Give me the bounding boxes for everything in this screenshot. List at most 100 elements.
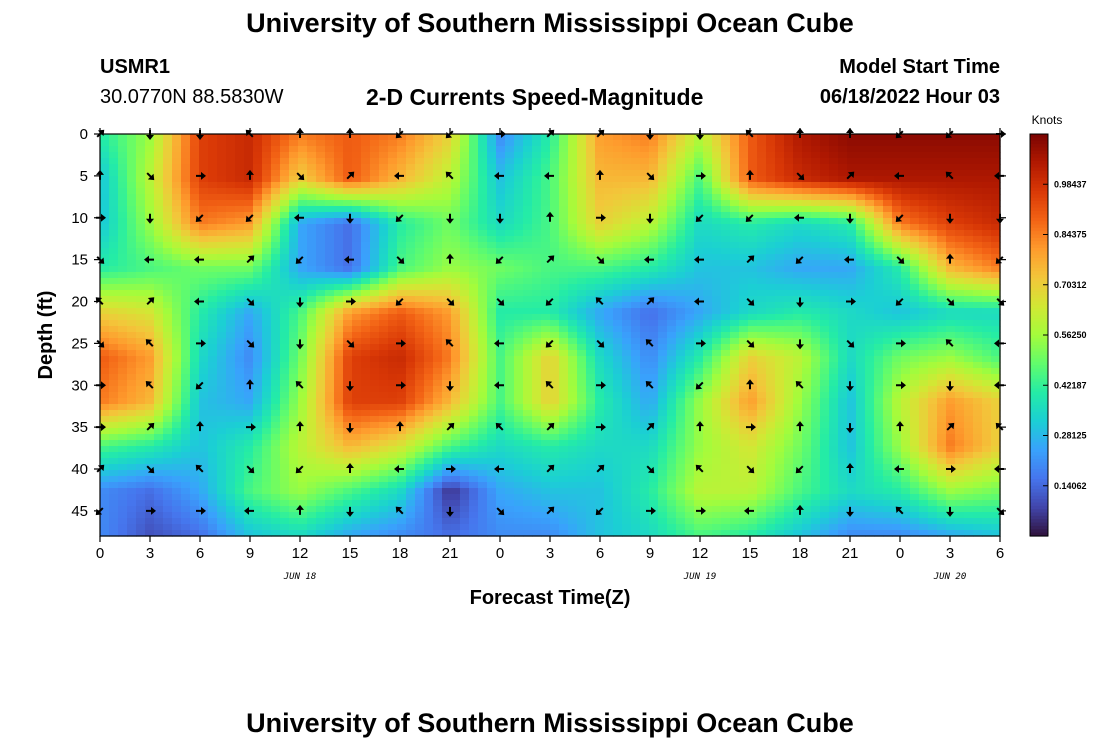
heatmap-cell [721, 380, 731, 387]
heatmap-cell [712, 242, 722, 249]
heatmap-cell [730, 206, 740, 213]
heatmap-cell [316, 356, 326, 363]
heatmap-cell [109, 368, 119, 375]
heatmap-cell [235, 362, 245, 369]
heatmap-cell [802, 410, 812, 417]
heatmap-cell [883, 146, 893, 153]
heatmap-cell [712, 272, 722, 279]
heatmap-cell [901, 374, 911, 381]
heatmap-cell [550, 380, 560, 387]
heatmap-cell [478, 176, 488, 183]
heatmap-cell [397, 392, 407, 399]
heatmap-cell [514, 308, 524, 315]
heatmap-cell [982, 200, 992, 207]
heatmap-cell [469, 398, 479, 405]
heatmap-cell [550, 326, 560, 333]
heatmap-cell [784, 302, 794, 309]
heatmap-cell [685, 260, 695, 267]
heatmap-cell [460, 308, 470, 315]
heatmap-cell [271, 182, 281, 189]
heatmap-cell [352, 332, 362, 339]
heatmap-cell [505, 188, 515, 195]
heatmap-cell [973, 338, 983, 345]
heatmap-cell [577, 140, 587, 147]
heatmap-cell [352, 380, 362, 387]
heatmap-cell [172, 230, 182, 237]
heatmap-cell [460, 422, 470, 429]
heatmap-cell [343, 230, 353, 237]
heatmap-cell [766, 176, 776, 183]
heatmap-cell [595, 188, 605, 195]
heatmap-cell [127, 344, 137, 351]
heatmap-cell [145, 314, 155, 321]
heatmap-cell [595, 266, 605, 273]
heatmap-cell [757, 272, 767, 279]
heatmap-cell [271, 272, 281, 279]
heatmap-cell [244, 254, 254, 261]
heatmap-cell [964, 398, 974, 405]
heatmap-cell [955, 176, 965, 183]
heatmap-cell [181, 134, 191, 141]
heatmap-cell [496, 428, 506, 435]
heatmap-cell [766, 236, 776, 243]
heatmap-cell [388, 398, 398, 405]
heatmap-cell [793, 314, 803, 321]
heatmap-cell [577, 350, 587, 357]
heatmap-cell [145, 260, 155, 267]
heatmap-cell [757, 350, 767, 357]
heatmap-cell [703, 134, 713, 141]
heatmap-cell [217, 368, 227, 375]
heatmap-cell [109, 182, 119, 189]
heatmap-cell [406, 200, 416, 207]
heatmap-cell [937, 356, 947, 363]
heatmap-cell [883, 374, 893, 381]
heatmap-cell [748, 332, 758, 339]
heatmap-cell [154, 410, 164, 417]
heatmap-cell [595, 218, 605, 225]
heatmap-cell [262, 296, 272, 303]
heatmap-cell [316, 260, 326, 267]
heatmap-cell [307, 266, 317, 273]
heatmap-cell [586, 182, 596, 189]
heatmap-cell [217, 158, 227, 165]
heatmap-cell [757, 152, 767, 159]
heatmap-cell [694, 140, 704, 147]
heatmap-cell [694, 194, 704, 201]
heatmap-cell [694, 248, 704, 255]
heatmap-cell [793, 278, 803, 285]
heatmap-cell [388, 290, 398, 297]
heatmap-cell [136, 290, 146, 297]
heatmap-cell [649, 164, 659, 171]
heatmap-cell [154, 182, 164, 189]
heatmap-cell [955, 230, 965, 237]
heatmap-cell [361, 398, 371, 405]
heatmap-cell [307, 188, 317, 195]
heatmap-cell [496, 368, 506, 375]
heatmap-cell [640, 368, 650, 375]
heatmap-cell [721, 224, 731, 231]
heatmap-cell [154, 398, 164, 405]
heatmap-cell [577, 182, 587, 189]
heatmap-cell [820, 140, 830, 147]
heatmap-cell [784, 158, 794, 165]
heatmap-cell [739, 134, 749, 141]
heatmap-cell [874, 158, 884, 165]
heatmap-cell [892, 296, 902, 303]
heatmap-cell [433, 260, 443, 267]
heatmap-cell [316, 320, 326, 327]
heatmap-cell [874, 314, 884, 321]
heatmap-cell [577, 404, 587, 411]
heatmap-cell [415, 320, 425, 327]
heatmap-cell [244, 272, 254, 279]
heatmap-cell [811, 212, 821, 219]
heatmap-cell [991, 410, 1001, 417]
heatmap-cell [847, 224, 857, 231]
heatmap-cell [397, 308, 407, 315]
heatmap-cell [865, 206, 875, 213]
heatmap-cell [775, 272, 785, 279]
heatmap-cell [541, 182, 551, 189]
heatmap-cell [379, 224, 389, 231]
heatmap-cell [172, 332, 182, 339]
heatmap-cell [226, 248, 236, 255]
heatmap-cell [991, 296, 1001, 303]
